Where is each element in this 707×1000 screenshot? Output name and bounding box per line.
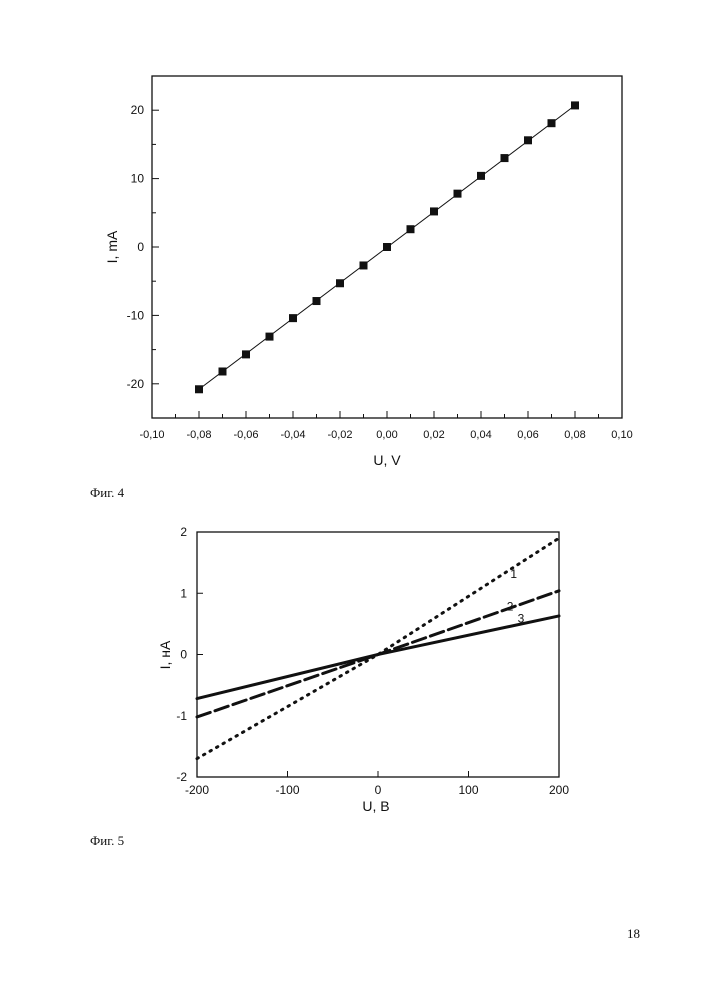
data-point xyxy=(454,190,462,198)
page-number: 18 xyxy=(627,926,640,942)
x-tick-label: 0,10 xyxy=(611,429,632,441)
data-point xyxy=(571,101,579,109)
series-label: 1 xyxy=(510,567,517,581)
y-tick-label: 1 xyxy=(180,586,187,600)
figure-caption: Фиг. 5 xyxy=(90,833,124,849)
y-tick-label: 20 xyxy=(131,103,145,117)
x-tick-label: 0,02 xyxy=(423,429,444,441)
y-tick-label: 10 xyxy=(131,172,145,186)
x-tick-label: 0,06 xyxy=(517,429,538,441)
x-tick-label: -0,08 xyxy=(186,429,211,441)
x-tick-label: -0,06 xyxy=(233,429,258,441)
data-point xyxy=(430,207,438,215)
data-point xyxy=(266,333,274,341)
x-axis-label: U, V xyxy=(373,452,401,468)
y-axis-label: I, mA xyxy=(104,230,120,263)
series-label: 2 xyxy=(507,599,514,613)
y-tick-label: 2 xyxy=(180,525,187,539)
y-tick-label: -20 xyxy=(127,377,145,391)
data-point xyxy=(360,261,368,269)
figure-caption: Фиг. 4 xyxy=(90,485,124,501)
y-tick-label: -10 xyxy=(127,308,145,322)
y-axis-label: I, нА xyxy=(157,640,173,669)
x-tick-label: 200 xyxy=(549,783,569,797)
series-line-1 xyxy=(197,538,559,759)
data-point xyxy=(242,350,250,358)
series-line-3 xyxy=(197,616,559,699)
x-tick-label: -0,10 xyxy=(139,429,164,441)
x-tick-label: 0,00 xyxy=(376,429,397,441)
data-point xyxy=(501,154,509,162)
x-tick-label: -0,02 xyxy=(327,429,352,441)
x-tick-label: -100 xyxy=(275,783,299,797)
x-tick-label: -200 xyxy=(185,783,209,797)
y-tick-label: 0 xyxy=(180,648,187,662)
data-point xyxy=(524,136,532,144)
data-point xyxy=(407,225,415,233)
data-point xyxy=(219,367,227,375)
y-tick-label: 0 xyxy=(137,240,144,254)
data-point xyxy=(548,119,556,127)
x-tick-label: 100 xyxy=(458,783,478,797)
x-tick-label: 0,08 xyxy=(564,429,585,441)
x-tick-label: -0,04 xyxy=(280,429,305,441)
data-point xyxy=(313,297,321,305)
data-point xyxy=(195,385,203,393)
x-tick-label: 0,04 xyxy=(470,429,491,441)
x-axis-label: U, В xyxy=(362,798,389,814)
y-tick-label: -2 xyxy=(176,770,187,784)
x-tick-label: 0 xyxy=(375,783,382,797)
data-point xyxy=(336,279,344,287)
data-point xyxy=(477,172,485,180)
data-point xyxy=(289,314,297,322)
series-label: 3 xyxy=(518,612,525,626)
data-point xyxy=(383,243,391,251)
y-tick-label: -1 xyxy=(176,709,187,723)
